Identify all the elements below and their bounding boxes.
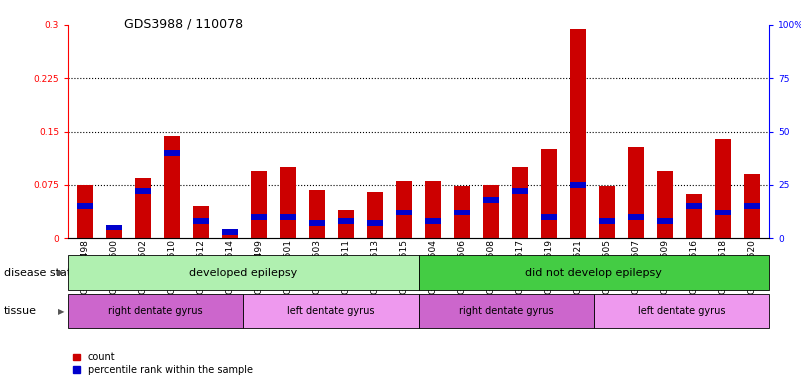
Bar (309, 190, 325, 238)
Bar (280, 167, 296, 238)
Bar (135, 189, 151, 194)
Bar (686, 203, 702, 209)
Bar (78, 185, 94, 238)
Bar (599, 218, 614, 224)
Legend: count, percentile rank within the sample: count, percentile rank within the sample (73, 353, 252, 375)
Bar (107, 225, 123, 230)
Text: GDS3988 / 110078: GDS3988 / 110078 (124, 17, 244, 30)
Bar (367, 220, 383, 226)
Bar (628, 214, 644, 220)
Bar (454, 186, 470, 238)
Bar (78, 203, 94, 209)
Bar (164, 136, 180, 238)
Bar (107, 230, 123, 238)
Text: left dentate gyrus: left dentate gyrus (288, 306, 375, 316)
Bar (483, 197, 499, 203)
Bar (628, 147, 644, 238)
Bar (338, 210, 354, 238)
Bar (252, 170, 268, 238)
Bar (454, 210, 470, 215)
Bar (686, 194, 702, 238)
Bar (367, 192, 383, 238)
Bar (599, 186, 614, 238)
Bar (223, 229, 238, 235)
Bar (570, 182, 586, 188)
Bar (223, 230, 238, 238)
Bar (570, 28, 586, 238)
Bar (193, 218, 209, 224)
Bar (252, 214, 268, 220)
Bar (512, 189, 528, 194)
Bar (396, 181, 412, 238)
Bar (714, 139, 731, 238)
Bar (309, 220, 325, 226)
Text: developed epilepsy: developed epilepsy (189, 268, 297, 278)
Bar (135, 178, 151, 238)
Bar (164, 150, 180, 156)
Text: ▶: ▶ (58, 306, 65, 316)
Bar (338, 218, 354, 224)
Bar (541, 149, 557, 238)
Text: did not develop epilepsy: did not develop epilepsy (525, 268, 662, 278)
Text: ▶: ▶ (58, 268, 65, 277)
Text: disease state: disease state (4, 268, 78, 278)
Bar (657, 218, 673, 224)
Bar (425, 181, 441, 238)
Bar (483, 185, 499, 238)
Bar (396, 210, 412, 215)
Bar (743, 174, 759, 238)
Bar (512, 167, 528, 238)
Bar (425, 218, 441, 224)
Text: left dentate gyrus: left dentate gyrus (638, 306, 725, 316)
Bar (714, 210, 731, 215)
Bar (657, 170, 673, 238)
Bar (541, 214, 557, 220)
Text: tissue: tissue (4, 306, 37, 316)
Text: right dentate gyrus: right dentate gyrus (108, 306, 203, 316)
Text: right dentate gyrus: right dentate gyrus (459, 306, 553, 316)
Bar (743, 203, 759, 209)
Bar (193, 206, 209, 238)
Bar (280, 214, 296, 220)
